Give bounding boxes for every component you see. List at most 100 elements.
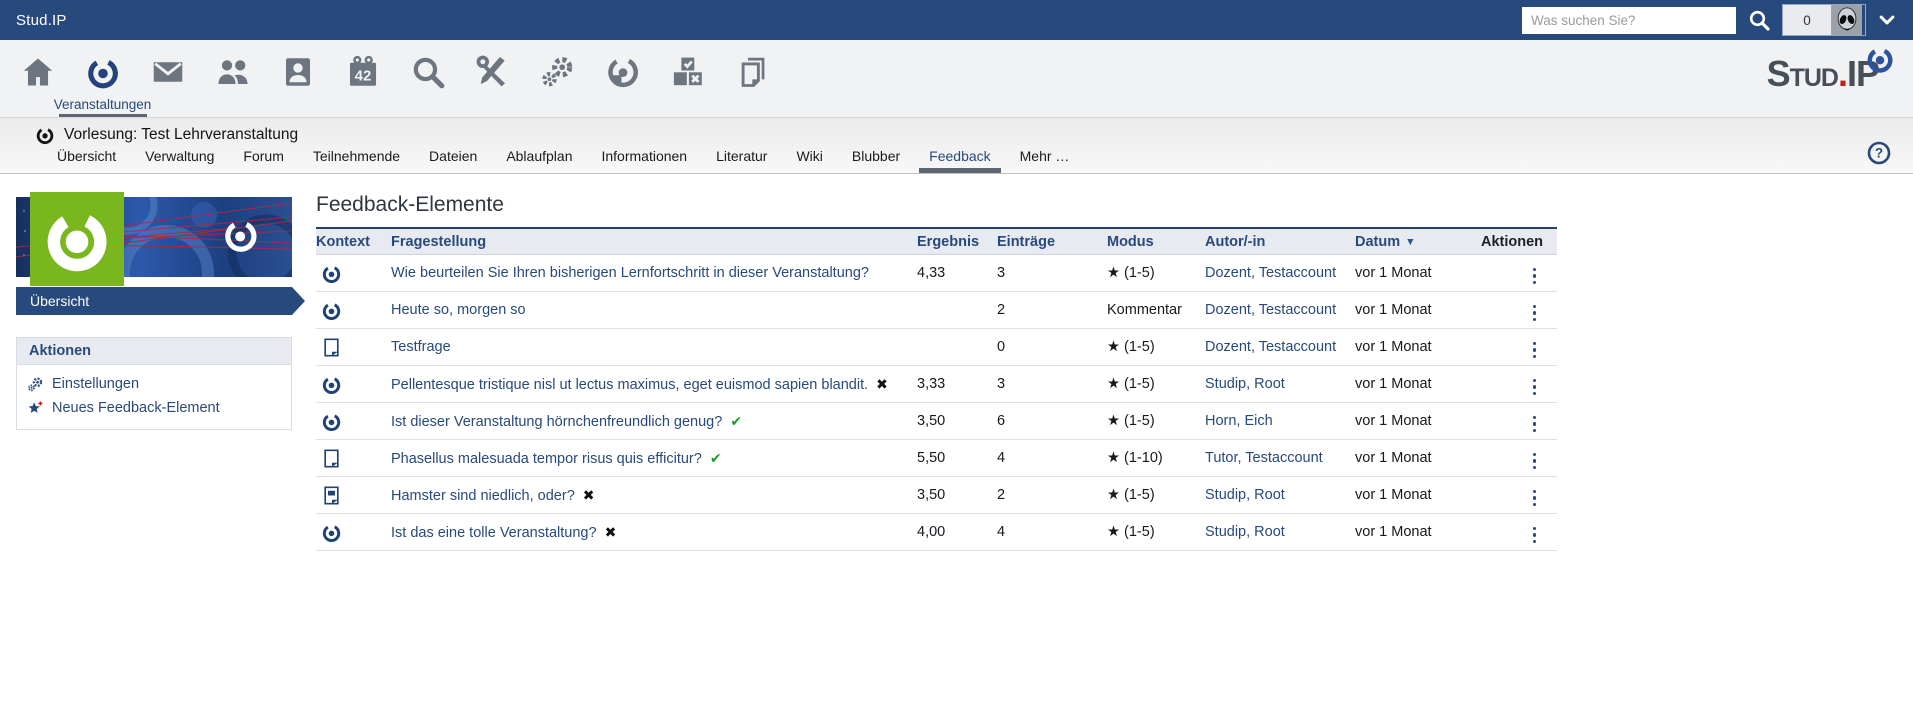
feedback-question-link[interactable]: Hamster sind niedlich, oder? [391, 487, 575, 504]
tab-wiki[interactable]: Wiki [796, 148, 823, 164]
author-link[interactable]: Tutor, Testaccount [1205, 450, 1323, 466]
kebab-menu-icon[interactable] [1528, 487, 1542, 510]
svg-text:?: ? [1875, 146, 1883, 161]
actions-cell [1480, 333, 1557, 361]
column-header-kontext[interactable]: Kontext [316, 233, 370, 250]
sidebar-action-einstellungen[interactable]: Einstellungen [27, 372, 281, 396]
file-office-icon [316, 485, 391, 506]
author-link[interactable]: Dozent, Testaccount [1205, 339, 1337, 355]
author-link[interactable]: Studip, Root [1205, 524, 1285, 540]
pages-icon [735, 54, 771, 90]
iconbar-item-home[interactable] [5, 40, 70, 117]
iconbar-item-search[interactable] [395, 40, 460, 117]
search-icon[interactable] [1747, 8, 1771, 32]
kebab-menu-icon[interactable] [1528, 524, 1542, 547]
user-widget[interactable]: 0 [1782, 4, 1866, 36]
date-cell: vor 1 Monat [1355, 487, 1432, 503]
tab-blubber[interactable]: Blubber [851, 148, 901, 164]
tab-informationen[interactable]: Informationen [601, 148, 688, 164]
chevron-down-icon[interactable] [1877, 10, 1897, 30]
kebab-menu-icon[interactable] [1528, 339, 1542, 362]
kebab-menu-icon[interactable] [1528, 413, 1542, 436]
author-link[interactable]: Dozent, Testaccount [1205, 302, 1337, 318]
seminar-icon [316, 300, 391, 321]
actions-cell [1480, 518, 1557, 546]
question-cell: Ist dieser Veranstaltung hörnchenfreundl… [391, 413, 917, 430]
author-cell: Dozent, Testaccount [1205, 339, 1355, 355]
column-header-autor-in[interactable]: Autor/-in [1205, 233, 1266, 250]
tab-verwaltung[interactable]: Verwaltung [145, 148, 215, 164]
iconbar-item-admin[interactable] [525, 40, 590, 117]
active-indicator [58, 114, 147, 117]
column-header-ergebnis[interactable]: Ergebnis [917, 233, 980, 250]
mode-cell: ★ (1-5) [1107, 524, 1155, 540]
tab-teilnehmende[interactable]: Teilnehmende [312, 148, 401, 164]
feedback-question-link[interactable]: Wie beurteilen Sie Ihren bisherigen Lern… [391, 265, 869, 281]
author-cell: Dozent, Testaccount [1205, 265, 1355, 281]
mode-cell: ★ (1-5) [1107, 265, 1155, 281]
result-cell: 4,00 [917, 524, 946, 540]
iconbar-item-tools[interactable] [460, 40, 525, 117]
feedback-question-link[interactable]: Pellentesque tristique nisl ut lectus ma… [391, 376, 869, 393]
search-input[interactable] [1522, 6, 1736, 34]
iconbar-item-profile[interactable] [265, 40, 330, 117]
feedback-question-link[interactable]: Testfrage [391, 339, 451, 355]
kebab-menu-icon[interactable] [1528, 376, 1542, 399]
tab-forum[interactable]: Forum [243, 148, 284, 164]
notification-count[interactable]: 0 [1783, 5, 1831, 35]
tab-feedback[interactable]: Feedback [919, 148, 1002, 173]
iconbar-item-pages[interactable] [720, 40, 785, 117]
author-link[interactable]: Studip, Root [1205, 487, 1285, 503]
iconbar-item-vote[interactable] [655, 40, 720, 117]
svg-text:42: 42 [354, 68, 371, 85]
sidebar-item-uebersicht[interactable]: Übersicht [16, 287, 305, 315]
iconbar-item-mail[interactable] [135, 40, 200, 117]
sort-desc-icon[interactable]: ▼ [1405, 235, 1416, 248]
author-link[interactable]: Studip, Root [1205, 376, 1285, 392]
iconbar-item-seminar[interactable]: Veranstaltungen [54, 40, 151, 117]
mode-cell: Kommentar [1107, 302, 1182, 318]
help-icon[interactable]: ? [1867, 141, 1891, 165]
tab-dateien[interactable]: Dateien [429, 148, 478, 164]
feedback-question-link[interactable]: Ist dieser Veranstaltung hörnchenfreundl… [391, 413, 723, 430]
iconbar-item-evaluation[interactable] [590, 40, 655, 117]
iconbar-item-calendar[interactable]: 42 [330, 40, 395, 117]
feedback-question-link[interactable]: Phasellus malesuada tempor risus quis ef… [391, 450, 702, 467]
column-header-einträge[interactable]: Einträge [997, 233, 1056, 250]
question-cell: Phasellus malesuada tempor risus quis ef… [391, 450, 917, 467]
column-header-modus[interactable]: Modus [1107, 233, 1154, 250]
actions-widget-title: Aktionen [17, 338, 291, 365]
tab-literatur[interactable]: Literatur [716, 148, 768, 164]
action-label: Neues Feedback-Element [52, 400, 220, 416]
studip-logo: Stud.IP [1767, 48, 1893, 92]
feedback-question-link[interactable]: Ist das eine tolle Veranstaltung? [391, 524, 597, 541]
tab-übersicht[interactable]: Übersicht [57, 148, 117, 164]
column-header-datum[interactable]: Datum ▼ [1355, 233, 1416, 250]
sidebar-action-neues-feedback-element[interactable]: Neues Feedback-Element [27, 396, 281, 420]
column-header-aktionen[interactable]: Aktionen [1480, 233, 1543, 250]
actions-cell [1480, 296, 1557, 324]
feedback-question-link[interactable]: Heute so, morgen so [391, 302, 526, 318]
iconbar-items: Veranstaltungen 42 [5, 40, 785, 117]
table-row: Ist dieser Veranstaltung hörnchenfreundl… [316, 403, 1557, 440]
author-link[interactable]: Dozent, Testaccount [1205, 265, 1337, 281]
iconbar-item-community[interactable] [200, 40, 265, 117]
tab-mehr[interactable]: Mehr … [1019, 148, 1070, 164]
author-link[interactable]: Horn, Eich [1205, 413, 1273, 429]
column-header-fragestellung[interactable]: Fragestellung [391, 233, 487, 250]
file-icon [316, 337, 391, 358]
alien-avatar[interactable] [1831, 5, 1865, 35]
table-row: Pellentesque tristique nisl ut lectus ma… [316, 366, 1557, 403]
mail-icon [150, 54, 186, 90]
vote-icon [670, 54, 706, 90]
table-row: Ist das eine tolle Veranstaltung? ✖ 4,00 4 ★… [316, 514, 1557, 551]
topbar: Stud.IP 0 [0, 0, 1913, 40]
tab-ablaufplan[interactable]: Ablaufplan [506, 148, 573, 164]
kebab-menu-icon[interactable] [1528, 265, 1542, 288]
table-row: Hamster sind niedlich, oder? ✖ 3,50 2 ★ (1-5… [316, 477, 1557, 514]
table-header-row: Kontext Fragestellung Ergebnis Einträge Modu… [316, 227, 1557, 255]
result-cell: 3,50 [917, 413, 946, 429]
kebab-menu-icon[interactable] [1528, 302, 1542, 325]
kebab-menu-icon[interactable] [1528, 450, 1542, 473]
